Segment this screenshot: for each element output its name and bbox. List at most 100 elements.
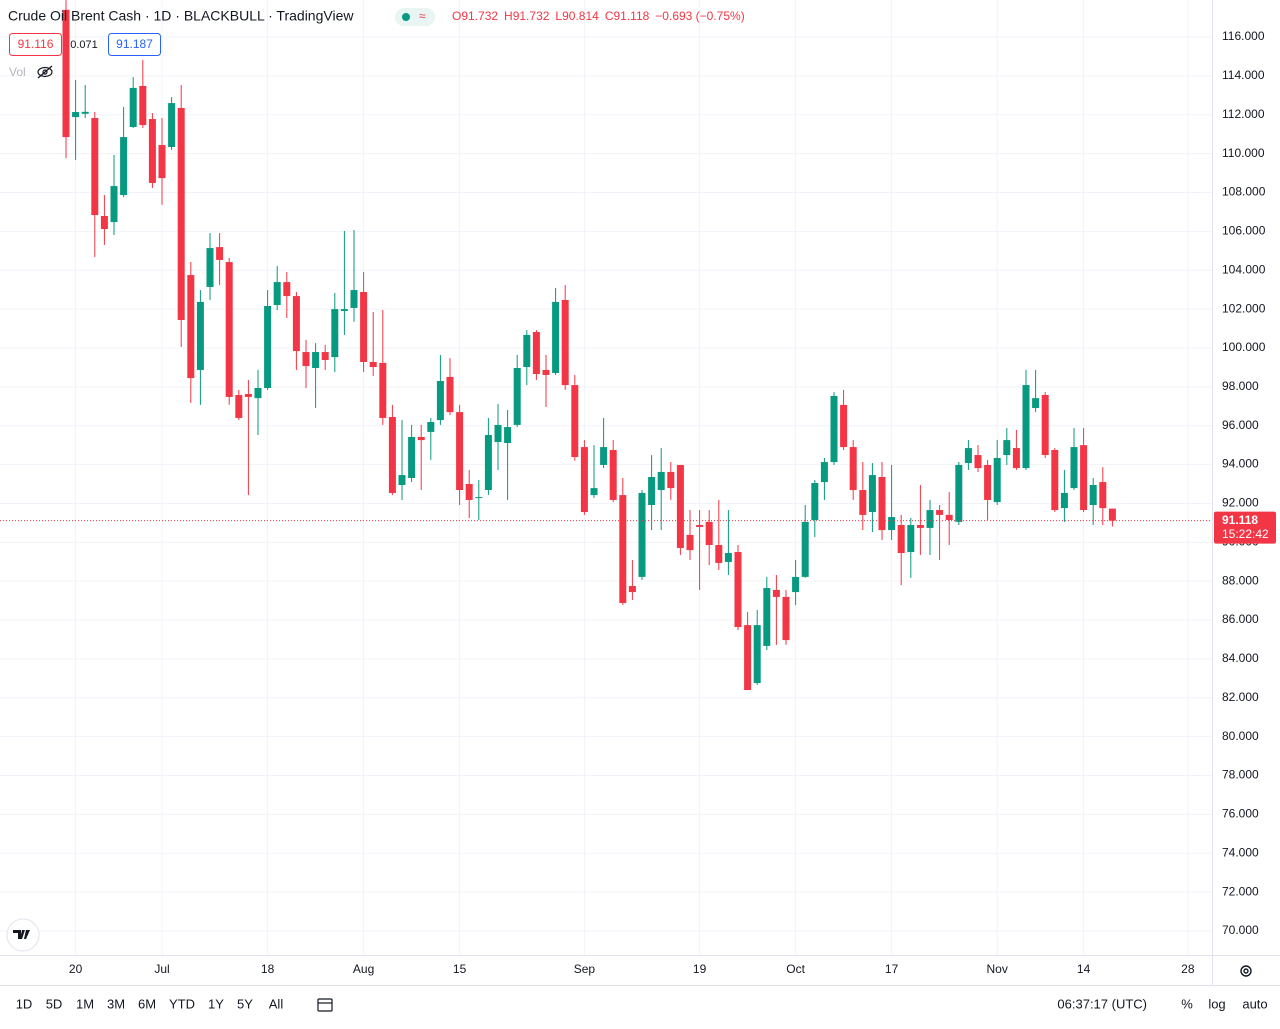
range-button[interactable]: YTD [169, 996, 195, 1011]
scale-option[interactable]: % [1181, 996, 1193, 1011]
x-tick-label: 19 [693, 962, 707, 976]
ohlc-readout: L90.814 [555, 9, 599, 23]
scale-option[interactable]: log [1208, 996, 1225, 1011]
candle-body [254, 388, 262, 399]
candle-body [187, 275, 195, 379]
x-tick-label: 28 [1181, 962, 1195, 976]
x-tick-label: 17 [885, 962, 899, 976]
candle-body [830, 395, 838, 463]
x-tick-label: 18 [261, 962, 275, 976]
candle-body [456, 412, 464, 491]
candle-body [696, 525, 704, 527]
candle-body [1051, 449, 1059, 511]
candle-body [206, 248, 214, 287]
candle-body [369, 361, 377, 368]
tradingview-logo[interactable] [6, 918, 40, 952]
candle-body [936, 510, 944, 515]
candle-body [532, 332, 540, 375]
range-button[interactable]: 1D [16, 996, 33, 1011]
scale-option[interactable]: auto [1242, 996, 1267, 1011]
x-tick-label: Sep [574, 962, 596, 976]
candle-body [475, 497, 483, 499]
countdown: 15:22:42 [1222, 527, 1269, 541]
y-tick-label: 80.000 [1222, 729, 1259, 743]
candle-body [840, 404, 848, 448]
candle-body [158, 145, 166, 179]
candle-body [667, 471, 675, 489]
candle-body [302, 352, 310, 367]
range-button[interactable]: 1M [76, 996, 94, 1011]
last-price-label: 91.118 [1222, 513, 1258, 527]
candle-body [571, 385, 579, 457]
candle-body [542, 369, 550, 375]
range-button[interactable]: 6M [138, 996, 156, 1011]
range-button[interactable]: 1Y [208, 996, 224, 1011]
x-tick-label: 20 [69, 962, 83, 976]
candle-body [264, 305, 272, 389]
candle-body [523, 334, 531, 368]
x-tick-label: Aug [353, 962, 374, 976]
candle-body [216, 247, 224, 260]
candle-body [984, 464, 992, 500]
candle-body [763, 587, 771, 646]
candle-body [1012, 448, 1020, 469]
candle-body [859, 490, 867, 515]
candle-body [504, 427, 512, 444]
candle-body [974, 455, 982, 469]
candle-body [724, 553, 732, 562]
candle-body [91, 118, 99, 216]
candle-body [561, 299, 569, 386]
x-tick-label: Nov [987, 962, 1008, 976]
calendar-icon[interactable] [317, 998, 333, 1012]
candle-body [427, 422, 435, 432]
candle-body [1041, 394, 1049, 456]
candle-body [820, 462, 828, 483]
range-button[interactable]: All [269, 996, 284, 1011]
y-tick-label: 116.000 [1222, 29, 1265, 43]
candle-body [72, 112, 80, 118]
candle-body [744, 625, 752, 691]
range-button[interactable]: 5D [46, 996, 63, 1011]
candle-body [657, 471, 665, 491]
ohlc-readout: C91.118 [605, 9, 650, 23]
candle-body [734, 552, 742, 628]
range-button[interactable]: 3M [107, 996, 125, 1011]
y-tick-label: 98.000 [1222, 379, 1259, 393]
candle-body [1089, 484, 1097, 506]
candle-body [408, 436, 416, 478]
candle-body [321, 352, 329, 361]
candle-body [62, 9, 70, 138]
ohlc-readout: −0.693 (−0.75%) [655, 9, 744, 23]
y-tick-label: 112.000 [1222, 107, 1265, 121]
candle-body [283, 282, 291, 297]
candle-body [600, 447, 608, 465]
clock[interactable]: 06:37:17 (UTC) [1057, 996, 1147, 1011]
y-tick-label: 106.000 [1222, 224, 1266, 238]
candle-body [849, 447, 857, 491]
hide-icon[interactable] [37, 65, 53, 79]
range-button[interactable]: 5Y [237, 996, 253, 1011]
candle-body [878, 477, 886, 531]
chart-title: Crude Oil Brent Cash · 1D · BLACKBULL · … [8, 8, 354, 24]
candle-body [753, 625, 761, 684]
candle-body [628, 586, 636, 593]
candle-body [244, 394, 252, 397]
y-tick-label: 74.000 [1222, 845, 1259, 859]
candle-body [792, 576, 800, 593]
candle-body [129, 87, 137, 127]
candle-body [139, 85, 147, 126]
candle-body [916, 525, 924, 528]
candle-body [868, 475, 876, 512]
candle-body [638, 492, 646, 577]
y-tick-label: 70.000 [1222, 923, 1259, 937]
y-tick-label: 88.000 [1222, 573, 1259, 587]
y-tick-label: 84.000 [1222, 651, 1259, 665]
candle-body [1080, 445, 1088, 511]
settings-icon[interactable] [1240, 965, 1252, 977]
x-tick-label: Jul [154, 962, 169, 976]
candle-body [148, 119, 156, 183]
y-tick-label: 108.000 [1222, 185, 1266, 199]
spread: 0.071 [70, 39, 98, 51]
candle-body [388, 416, 396, 493]
